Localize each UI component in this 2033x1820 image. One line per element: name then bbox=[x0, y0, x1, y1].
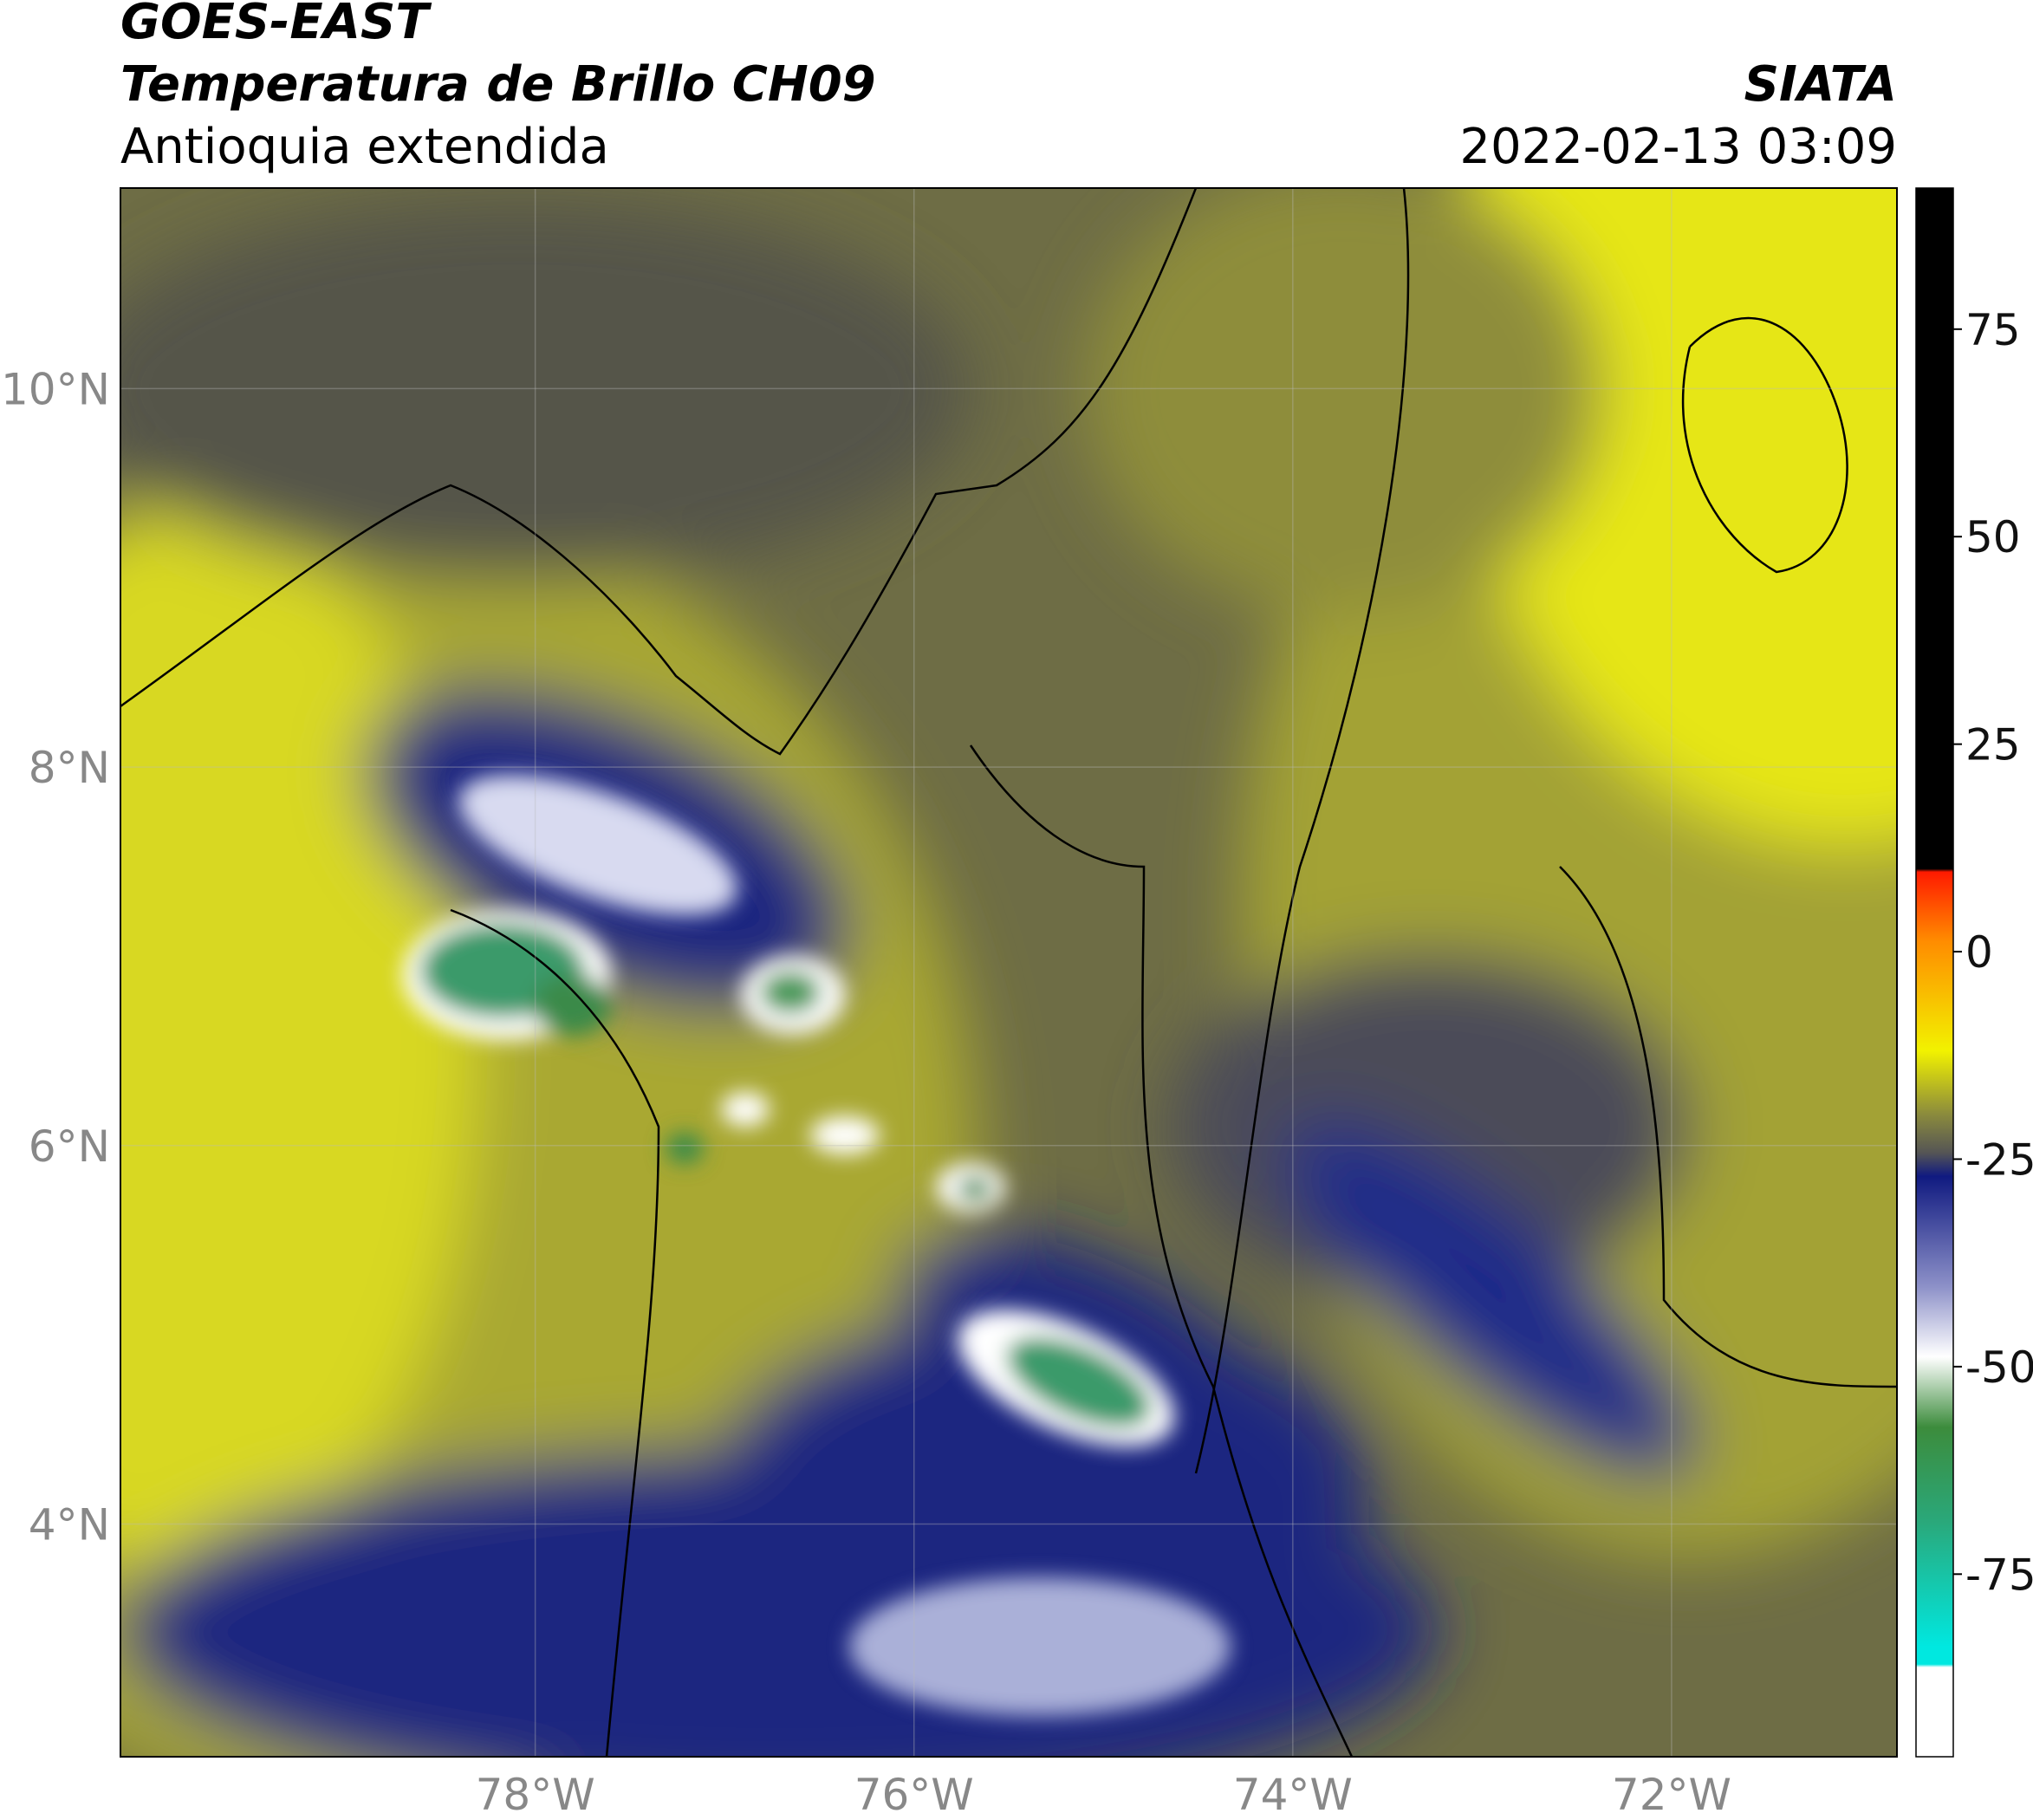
y-tick-label: 10°N bbox=[1, 364, 110, 414]
colorbar-tick-label: -75 bbox=[1965, 1550, 2033, 1600]
y-tick-label: 4°N bbox=[29, 1499, 110, 1550]
colorbar-tick-label: 75 bbox=[1965, 305, 2021, 355]
region: Antioquia extendida bbox=[120, 119, 609, 175]
satellite: GOES-EAST bbox=[120, 0, 432, 50]
agency: SIATA bbox=[1744, 56, 1897, 113]
x-tick-label: 72°W bbox=[1612, 1770, 1731, 1820]
datetime: 2022-02-13 03:09 bbox=[1459, 119, 1897, 175]
y-tick-label: 8°N bbox=[29, 743, 110, 793]
colorbar bbox=[1915, 187, 1954, 1758]
map-frame bbox=[120, 187, 1898, 1758]
colorbar-tick-label: 50 bbox=[1965, 512, 2021, 562]
colorbar-tick-label: 0 bbox=[1965, 927, 1993, 978]
x-tick-label: 76°W bbox=[854, 1770, 974, 1820]
colorbar-tick-label: 25 bbox=[1965, 720, 2021, 770]
colorbar-tick-label: -25 bbox=[1965, 1134, 2033, 1185]
colorbar-tick-label: -50 bbox=[1965, 1342, 2033, 1393]
product: Temperatura de Brillo CH09 bbox=[120, 56, 876, 113]
x-tick-label: 78°W bbox=[476, 1770, 595, 1820]
y-tick-label: 6°N bbox=[29, 1121, 110, 1172]
x-tick-label: 74°W bbox=[1233, 1770, 1353, 1820]
